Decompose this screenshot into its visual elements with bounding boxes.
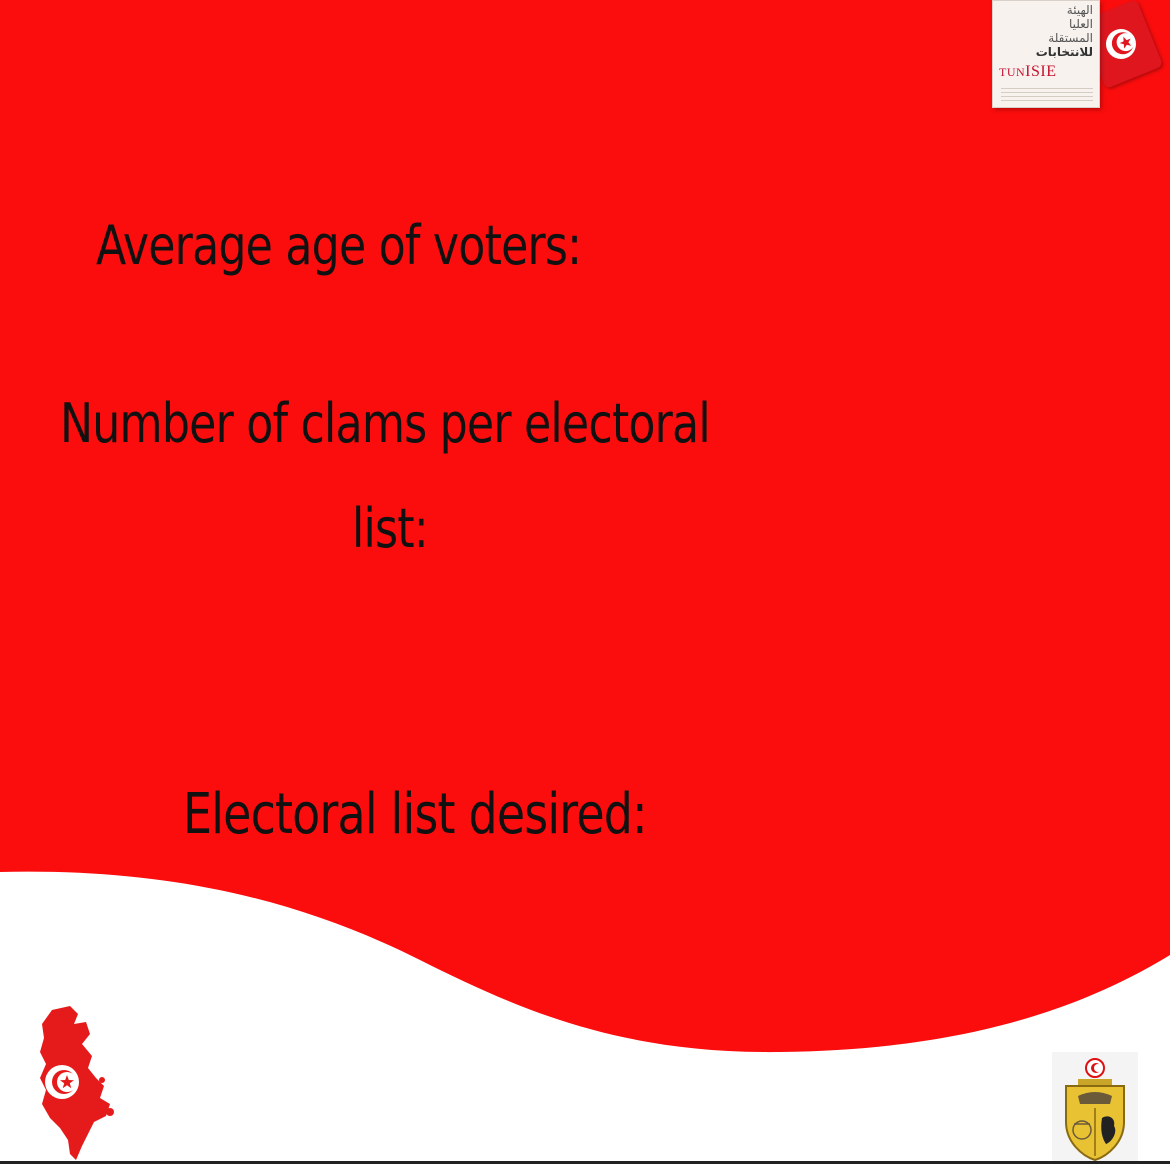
isie-arabic-line2: العليا (1068, 17, 1093, 31)
isie-logo-card: الهيئة العليا المستقلة للانتخابات TUNISI… (992, 0, 1100, 108)
isie-arabic-line3: المستقلة (1048, 31, 1093, 45)
coat-of-arms-icon (1052, 1052, 1138, 1164)
claims-label-line2: list: (352, 497, 429, 560)
tunisia-flag-icon (1078, 0, 1164, 89)
tunisia-map-icon (40, 1006, 114, 1160)
claims-label-line1: Number of clams per electoral (60, 392, 711, 455)
isie-fine-print (1001, 85, 1093, 101)
desired-list-label: Electoral list desired: (183, 782, 648, 847)
isie-logo: الهيئة العليا المستقلة للانتخابات TUNISI… (986, 0, 1166, 118)
bottom-border (0, 1161, 1170, 1164)
isie-arabic-line4: للانتخابات (1035, 45, 1093, 59)
isie-arabic-line1: الهيئة (1066, 3, 1093, 17)
isie-wordmark-prefix: TUN (999, 65, 1026, 79)
average-age-label: Average age of voters: (96, 214, 582, 277)
isie-wordmark-main: ISIE (1025, 63, 1057, 80)
isie-wordmark: TUNISIE (999, 63, 1057, 81)
